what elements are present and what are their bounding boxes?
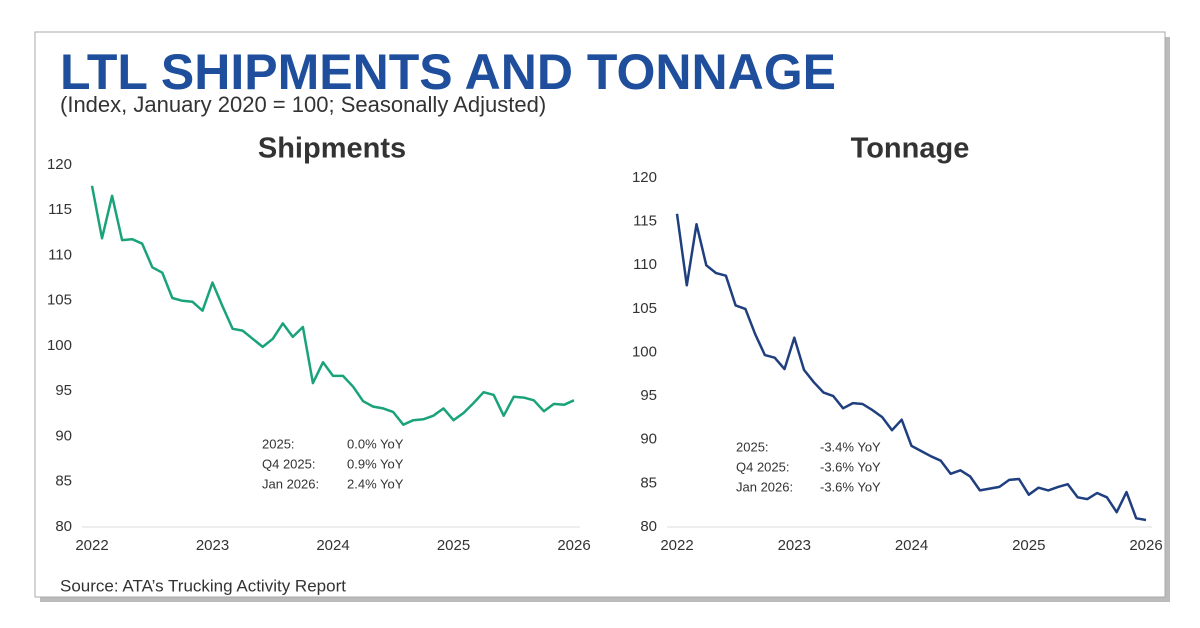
annotation-label: Q4 2025: — [736, 459, 790, 474]
data-line — [675, 213, 1147, 522]
y-tick-label: 110 — [633, 256, 657, 273]
annotation-label: Q4 2025: — [262, 456, 316, 471]
annotation-value: -3.6% YoY — [820, 459, 881, 474]
y-tick-label: 120 — [632, 169, 657, 186]
x-tick-label: 2022 — [75, 537, 108, 554]
annotation-value: -3.6% YoY — [820, 479, 881, 494]
subtitle: (Index, January 2020 = 100; Seasonally A… — [60, 92, 546, 117]
y-tick-label: 85 — [640, 474, 657, 491]
y-tick-label: 85 — [55, 473, 72, 490]
y-tick-label: 100 — [632, 343, 657, 360]
y-tick-label: 100 — [47, 337, 72, 354]
y-tick-label: 110 — [48, 246, 72, 263]
annotation-label: 2025: — [736, 439, 769, 454]
data-line — [90, 185, 575, 426]
annotation-value: 0.0% YoY — [347, 436, 404, 451]
annotation-label: 2025: — [262, 436, 295, 451]
x-tick-label: 2026 — [1129, 537, 1162, 554]
y-tick-label: 115 — [48, 201, 72, 218]
y-tick-label: 115 — [633, 213, 657, 230]
y-tick-label: 120 — [47, 156, 72, 173]
chart-title: Tonnage — [851, 133, 970, 165]
y-tick-label: 90 — [640, 431, 657, 448]
annotation-value: 0.9% YoY — [347, 456, 404, 471]
x-tick-label: 2023 — [778, 537, 811, 554]
y-tick-label: 80 — [640, 518, 657, 535]
chart-title: Shipments — [258, 133, 406, 165]
x-tick-label: 2024 — [316, 537, 349, 554]
frame — [34, 31, 1166, 598]
annotation-value: -3.4% YoY — [820, 439, 881, 454]
y-tick-label: 105 — [632, 300, 657, 317]
y-tick-label: 105 — [47, 292, 72, 309]
annotation-label: Jan 2026: — [262, 476, 319, 491]
x-tick-label: 2025 — [437, 537, 470, 554]
x-tick-label: 2026 — [557, 537, 590, 554]
annotation-label: Jan 2026: — [736, 479, 793, 494]
page-title: LTL SHIPMENTS AND TONNAGE — [60, 44, 836, 100]
y-tick-label: 90 — [55, 427, 72, 444]
x-tick-label: 2023 — [196, 537, 229, 554]
y-tick-label: 80 — [55, 518, 72, 535]
x-tick-label: 2022 — [660, 537, 693, 554]
annotation-value: 2.4% YoY — [347, 476, 404, 491]
x-tick-label: 2024 — [895, 537, 928, 554]
y-tick-label: 95 — [55, 382, 72, 399]
y-tick-label: 95 — [640, 387, 657, 404]
source: Source: ATA’s Trucking Activity Report — [60, 576, 346, 595]
x-tick-label: 2025 — [1012, 537, 1045, 554]
